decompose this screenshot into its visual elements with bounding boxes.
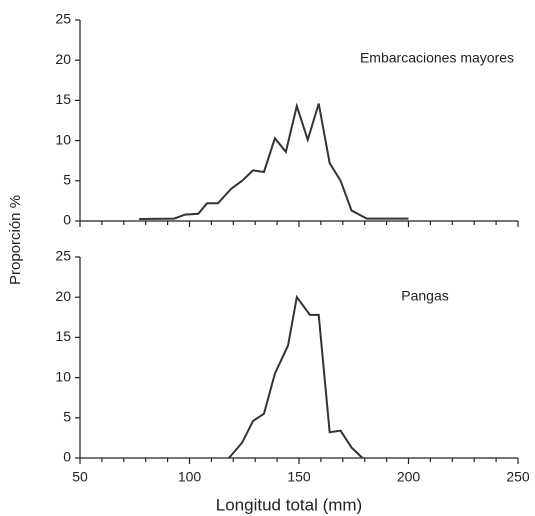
data-line xyxy=(139,102,409,220)
y-tick-label: 15 xyxy=(55,91,71,107)
x-axis-label: Longitud total (mm) xyxy=(216,495,362,514)
x-tick-label: 200 xyxy=(397,469,421,485)
y-axis-label: Proporción % xyxy=(7,195,24,285)
y-tick-label: 25 xyxy=(55,11,71,27)
x-tick-label: 250 xyxy=(506,469,530,485)
annotation: Embarcaciones mayores xyxy=(360,50,514,66)
y-tick-label: 10 xyxy=(55,131,71,147)
data-line xyxy=(228,294,364,459)
annotation: Pangas xyxy=(401,288,448,304)
y-tick-label: 20 xyxy=(55,51,71,67)
y-tick-label: 15 xyxy=(55,328,71,344)
y-tick-label: 0 xyxy=(63,212,71,228)
y-tick-label: 20 xyxy=(55,288,71,304)
x-tick-label: 50 xyxy=(72,469,88,485)
y-tick-label: 0 xyxy=(63,449,71,465)
y-tick-label: 10 xyxy=(55,368,71,384)
y-tick-label: 5 xyxy=(63,409,71,425)
x-tick-label: 150 xyxy=(287,469,311,485)
x-tick-label: 100 xyxy=(178,469,202,485)
y-tick-label: 25 xyxy=(55,248,71,264)
y-tick-label: 5 xyxy=(63,172,71,188)
